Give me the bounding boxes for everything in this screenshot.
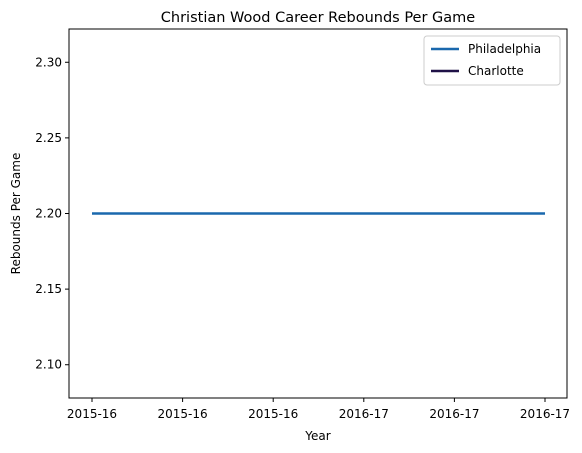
y-tick-label: 2.20 — [35, 207, 62, 221]
y-axis: 2.10 2.15 2.20 2.25 2.30 — [35, 55, 69, 372]
legend: Philadelphia Charlotte — [423, 35, 561, 86]
x-tick-label: 2015-16 — [67, 407, 117, 421]
y-axis-label: Rebounds Per Game — [9, 153, 23, 275]
x-tick-label: 2016-17 — [520, 407, 570, 421]
y-tick-label: 2.25 — [35, 131, 62, 145]
x-axis-label: Year — [304, 429, 330, 443]
x-tick-label: 2016-17 — [429, 407, 479, 421]
y-tick-label: 2.30 — [35, 55, 62, 69]
x-tick-label: 2015-16 — [158, 407, 208, 421]
legend-label-charlotte: Charlotte — [468, 64, 524, 78]
x-tick-label: 2015-16 — [248, 407, 298, 421]
x-axis: 2015-16 2015-16 2015-16 2016-17 2016-17 2016-… — [67, 398, 570, 421]
y-tick-label: 2.10 — [35, 358, 62, 372]
chart-title: Christian Wood Career Rebounds Per Game — [161, 10, 475, 26]
y-tick-label: 2.15 — [35, 282, 62, 296]
legend-label-philadelphia: Philadelphia — [468, 42, 541, 56]
x-tick-label: 2016-17 — [339, 407, 389, 421]
